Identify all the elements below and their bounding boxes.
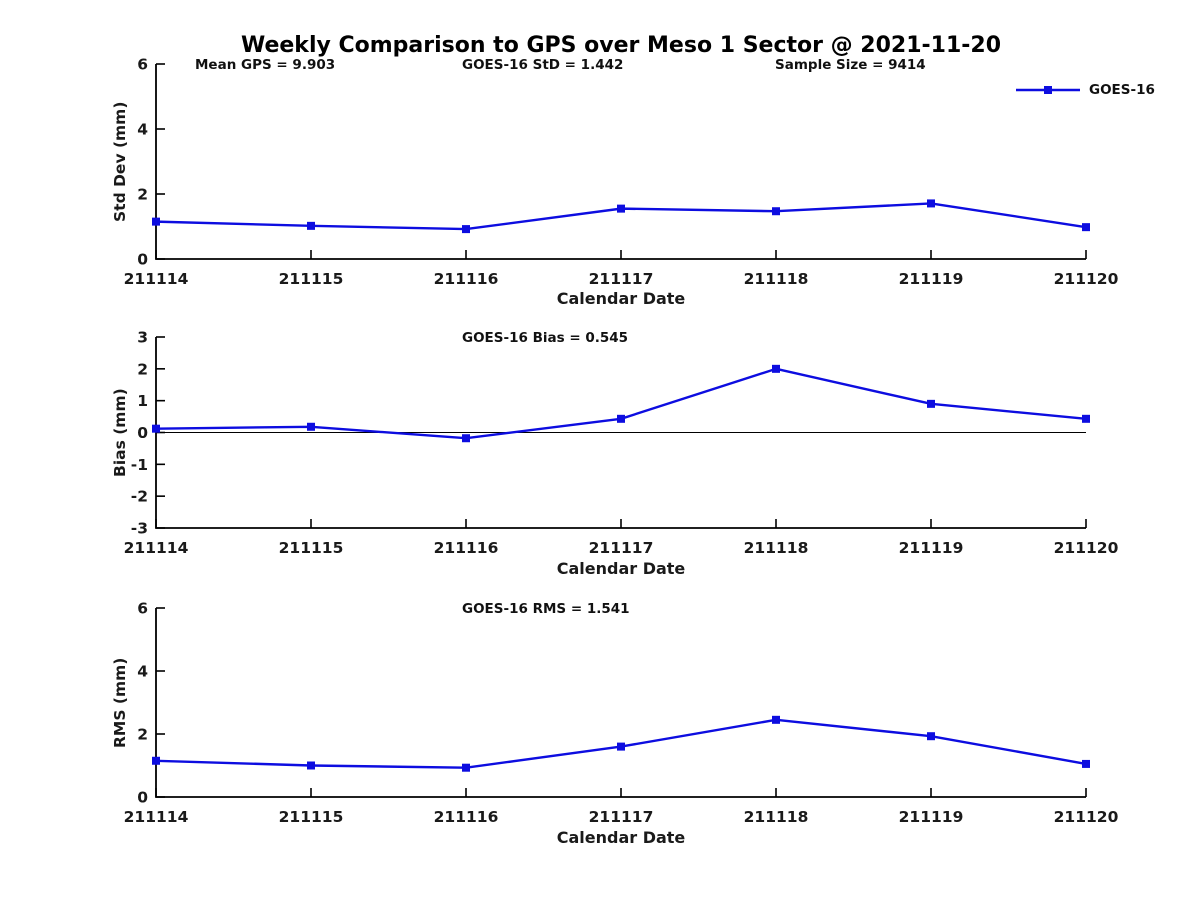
x-tick-label: 211117: [589, 808, 654, 826]
data-point-marker: [1082, 759, 1090, 768]
legend: GOES-16: [1015, 82, 1155, 98]
data-point-marker: [617, 742, 625, 751]
data-point-marker: [1082, 223, 1090, 232]
y-tick-label: 2: [137, 186, 148, 204]
data-point-marker: [462, 225, 470, 234]
data-point-marker: [307, 761, 315, 770]
x-tick-label: 211116: [434, 270, 499, 288]
data-point-marker: [617, 414, 625, 423]
data-point-marker: [462, 434, 470, 443]
x-tick-label: 211114: [124, 808, 189, 826]
x-tick-label: 211115: [279, 270, 344, 288]
data-point-marker: [152, 756, 160, 765]
x-tick-label: 211114: [124, 539, 189, 557]
data-point-marker: [152, 217, 160, 226]
x-tick-label: 211119: [899, 539, 964, 557]
annotation-mean-gps: Mean GPS = 9.903: [195, 57, 336, 73]
data-point-marker: [462, 763, 470, 772]
y-tick-label: 6: [137, 600, 148, 618]
data-point-marker: [772, 715, 780, 724]
x-tick-label: 211119: [899, 270, 964, 288]
y-tick-label: 2: [137, 726, 148, 744]
data-point-marker: [307, 422, 315, 431]
data-point-marker: [152, 424, 160, 433]
y-tick-label: 2: [137, 360, 148, 378]
data-point-marker: [772, 364, 780, 373]
x-tick-label: 211118: [744, 270, 809, 288]
x-tick-label: 211116: [434, 808, 499, 826]
data-point-marker: [772, 207, 780, 216]
x-tick-label: 211117: [589, 270, 654, 288]
x-tick-label: 211118: [744, 808, 809, 826]
x-tick-label: 211120: [1054, 270, 1119, 288]
y-tick-label: -1: [131, 456, 148, 474]
y-tick-label: 0: [137, 251, 148, 269]
x-axis-label-stddev: Calendar Date: [556, 289, 686, 308]
x-tick-label: 211115: [279, 539, 344, 557]
annotation-sample-size: Sample Size = 9414: [775, 57, 926, 73]
data-point-marker: [617, 204, 625, 213]
x-tick-label: 211117: [589, 539, 654, 557]
legend-line-sample-icon: [1016, 86, 1080, 94]
y-tick-label: 0: [137, 424, 148, 442]
x-tick-label: 211119: [899, 808, 964, 826]
annotation-goes16-rms: GOES-16 RMS = 1.541: [462, 601, 630, 617]
y-tick-label: 0: [137, 789, 148, 807]
data-point-marker: [927, 399, 935, 408]
y-tick-label: -3: [131, 520, 148, 538]
x-tick-label: 211116: [434, 539, 499, 557]
y-tick-label: -2: [131, 488, 148, 506]
x-tick-label: 211115: [279, 808, 344, 826]
x-tick-label: 211120: [1054, 808, 1119, 826]
y-tick-label: 6: [137, 56, 148, 74]
y-tick-label: 4: [137, 121, 148, 139]
data-point-marker: [927, 199, 935, 208]
y-tick-label: 4: [137, 663, 148, 681]
series-line-goes-16: [155, 367, 1087, 440]
x-tick-label: 211120: [1054, 539, 1119, 557]
x-axis-label-bias: Calendar Date: [556, 559, 686, 578]
legend-label: GOES-16: [1089, 82, 1155, 98]
annotation-goes16-std: GOES-16 StD = 1.442: [462, 57, 624, 73]
axis-spines: [155, 64, 1086, 260]
annotation-goes16-bias: GOES-16 Bias = 0.545: [462, 330, 629, 346]
data-point-marker: [307, 221, 315, 230]
data-point-marker: [1082, 414, 1090, 423]
y-tick-label: 1: [137, 392, 148, 410]
x-tick-label: 211118: [744, 539, 809, 557]
y-tick-label: 3: [137, 329, 148, 347]
figure-title: Weekly Comparison to GPS over Meso 1 Sec…: [240, 33, 1002, 58]
axis-spines: [155, 608, 1086, 798]
x-axis-label-rms: Calendar Date: [556, 828, 686, 847]
data-point-marker: [927, 732, 935, 741]
x-tick-label: 211114: [124, 270, 189, 288]
